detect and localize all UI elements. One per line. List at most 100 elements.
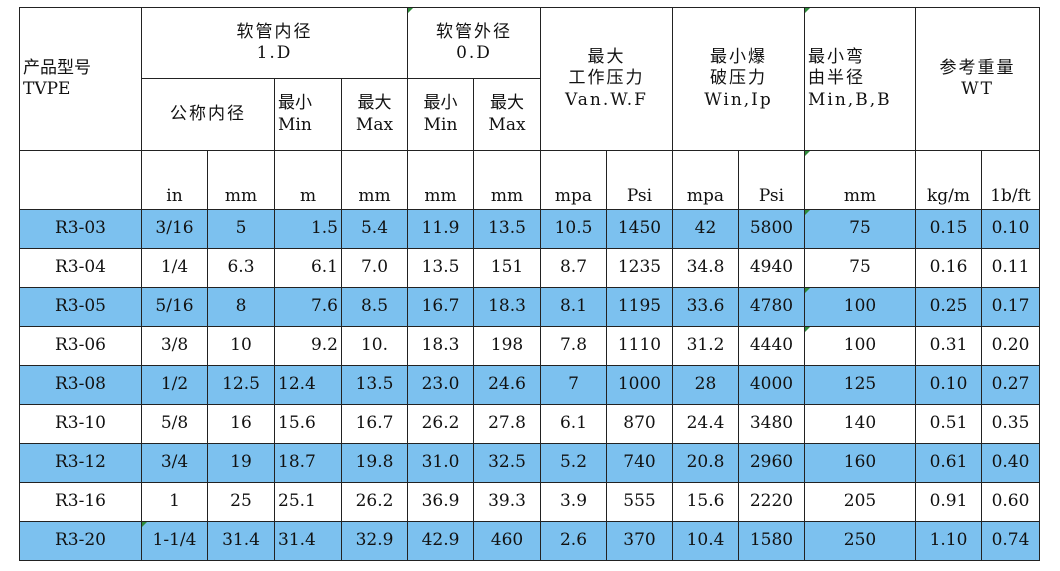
table-cell: 555 [606,482,673,522]
table-cell: 1195 [606,287,673,327]
table-row: R3-12 3/4 19 18.7 19.8 31.0 32.5 5.2 740 20.8 2960… [19,443,1040,483]
table-cell: 26.2 [341,482,408,522]
table-row: R3-05 5/16 8 7.6 8.5 16.7 18.3 8.1 1195 33.6 4780 1… [19,287,1040,327]
table-cell: 3/8 [141,326,208,366]
row-model-cell: R3-16 [19,482,142,522]
table-cell: 0.11 [981,248,1040,288]
unit-cell: mpa [540,150,607,210]
table-cell: 5/8 [141,404,208,444]
table-cell: 125 [804,365,916,405]
table-cell: 0.61 [915,443,982,483]
table-cell: 10.4 [672,521,739,561]
table-cell: 1.5 [274,209,342,249]
table-cell: 7.8 [540,326,607,366]
header-max-working-pressure: 最大 工作压力 Van.W.F [540,7,673,151]
table-cell: 31.2 [672,326,739,366]
table-cell: 5 [207,209,275,249]
row-model-cell: R3-10 [19,404,142,444]
table-cell: 0.16 [915,248,982,288]
table-cell: 9.2 [274,326,342,366]
table-cell: 1/2 [141,365,208,405]
unit-cell-empty [19,150,142,210]
row-model-cell: R3-03 [19,209,142,249]
table-cell: 4440 [738,326,805,366]
table-cell: 3.9 [540,482,607,522]
table-cell: 0.40 [981,443,1040,483]
table-cell: 8.7 [540,248,607,288]
table-cell: 1235 [606,248,673,288]
table-cell: 0.20 [981,326,1040,366]
table-row: R3-06 3/8 10 9.2 10. 18.3 198 7.8 1110 31.2 4440 10… [19,326,1040,366]
table-cell: 0.15 [915,209,982,249]
table-cell: 151 [473,248,541,288]
row-model-cell: R3-20 [19,521,142,561]
table-cell: 5/16 [141,287,208,327]
table-cell: 10 [207,326,275,366]
table-cell: 1 [141,482,208,522]
unit-cell: mm [207,150,275,210]
table-cell: 13.5 [341,365,408,405]
unit-cell: mm [804,150,916,210]
header-reference-weight: 参考重量 WT [915,7,1040,151]
table-cell: 16.7 [341,404,408,444]
table-cell: 100 [804,287,916,327]
table-cell: 31.0 [407,443,474,483]
header-inner-diameter: 软管内径 1.D [141,7,408,79]
unit-cell: mm [473,150,541,210]
table-cell: 7 [540,365,607,405]
table-cell: 25 [207,482,275,522]
table-cell: 1580 [738,521,805,561]
table-row: R3-20 1-1/4 31.4 31.4 32.9 42.9 460 2.6 370 10.4 1… [19,521,1040,561]
unit-cell: 1b/ft [981,150,1040,210]
table-cell: 25.1 [274,482,342,522]
table-cell: 1110 [606,326,673,366]
table-row: R3-16 1 25 25.1 26.2 36.9 39.3 3.9 555 15.6 2220 20… [19,482,1040,522]
table-cell: 0.25 [915,287,982,327]
table-cell: 1000 [606,365,673,405]
header-min-burst-pressure: 最小爆 破压力 Win,Ip [672,7,805,151]
table-cell: 16.7 [407,287,474,327]
table-cell: 11.9 [407,209,474,249]
header-product-model: 产品型号 TVPE [19,7,142,151]
table-cell: 36.9 [407,482,474,522]
table-cell: 24.6 [473,365,541,405]
row-model-cell: R3-04 [19,248,142,288]
table-cell: 870 [606,404,673,444]
table-cell: 32.9 [341,521,408,561]
unit-cell: Psi [606,150,673,210]
table-row: R3-08 1/2 12.5 12.4 13.5 23.0 24.6 7 1000 28 4000 1… [19,365,1040,405]
header-min-bend-radius: 最小弯 由半径 Min,B,B [804,7,916,151]
table-cell: 7.6 [274,287,342,327]
unit-cell: m [274,150,342,210]
table-cell: 3480 [738,404,805,444]
row-model-cell: R3-08 [19,365,142,405]
table-cell: 12.5 [207,365,275,405]
header-nominal-id: 公称内径 [141,78,275,151]
table-cell: 13.5 [407,248,474,288]
header-min-od: 最小 Min [407,78,474,151]
table-cell: 6.3 [207,248,275,288]
table-cell: 5800 [738,209,805,249]
unit-cell: mm [407,150,474,210]
header-max-id: 最大 Max [341,78,408,151]
table-cell: 39.3 [473,482,541,522]
table-cell: 0.60 [981,482,1040,522]
table-cell: 12.4 [274,365,342,405]
table-cell: 3/16 [141,209,208,249]
table-cell: 5.2 [540,443,607,483]
table-cell: 1-1/4 [141,521,208,561]
table-cell: 42 [672,209,739,249]
table-cell: 250 [804,521,916,561]
table-cell: 0.51 [915,404,982,444]
table-cell: 32.5 [473,443,541,483]
table-cell: 19.8 [341,443,408,483]
table-cell: 75 [804,248,916,288]
table-cell: 1/4 [141,248,208,288]
table-cell: 10. [341,326,408,366]
table-cell: 0.91 [915,482,982,522]
table-cell: 4000 [738,365,805,405]
table-cell: 19 [207,443,275,483]
units-row: in mm m mm mm mm mpa Psi mpa Psi mm kg/m… [19,150,1040,210]
header-min-id: 最小 Min [274,78,342,151]
header-row-1: 产品型号 TVPE 软管内径 1.D 软管外径 0.D 最大 工作压力 Van.… [19,7,1040,151]
